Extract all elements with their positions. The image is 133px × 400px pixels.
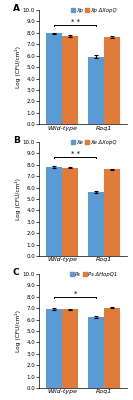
Bar [104,170,120,256]
Text: * *: * * [71,18,80,24]
Bar [88,192,104,256]
Y-axis label: Log (CFU/cm²): Log (CFU/cm²) [15,46,21,88]
Bar [46,34,62,124]
Bar [46,167,62,256]
Y-axis label: Log (CFU/cm²): Log (CFU/cm²) [15,178,21,220]
Bar [46,309,62,388]
Bar [104,38,120,124]
Text: A: A [13,4,20,13]
Legend: Xe, Xe ΔXopQ: Xe, Xe ΔXopQ [71,140,117,145]
Bar [62,168,78,256]
Bar [62,36,78,124]
Bar [104,308,120,388]
Bar [88,317,104,388]
Bar [62,309,78,388]
Text: C: C [13,268,19,277]
Legend: Ps, Ps ΔHopQ1: Ps, Ps ΔHopQ1 [70,272,118,277]
Y-axis label: Log (CFU/cm²): Log (CFU/cm²) [15,310,21,352]
Text: *: * [74,290,77,296]
Legend: Xp, Xp ΔXopQ: Xp, Xp ΔXopQ [71,8,117,13]
Text: * *: * * [71,150,80,156]
Text: B: B [13,136,20,145]
Bar [88,57,104,124]
